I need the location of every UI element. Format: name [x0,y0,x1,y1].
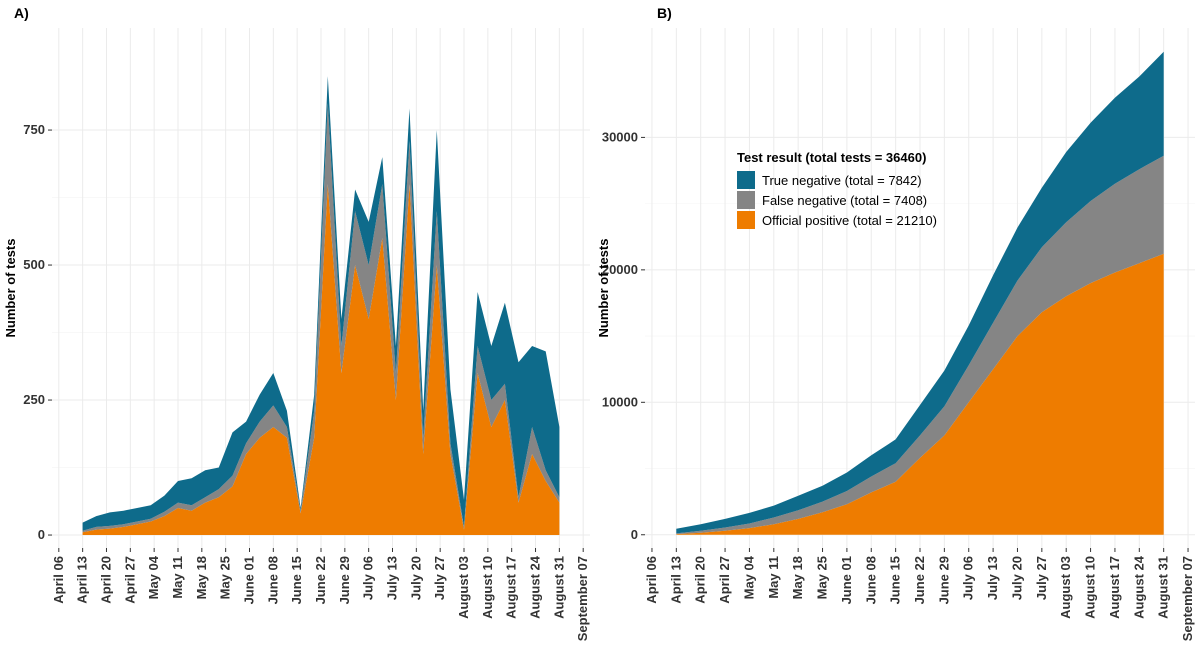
x-tick-label: April 27 [717,556,732,604]
y-tick-label: 30000 [602,129,638,144]
panel-title: B) [657,5,672,21]
area [676,155,1164,535]
x-tick-label: June 01 [241,556,256,604]
legend-swatch [737,171,755,189]
panel-title: A) [14,5,29,21]
x-tick-label: June 08 [863,556,878,604]
y-tick-label: 20000 [602,262,638,277]
x-tick-label: June 08 [265,556,280,604]
x-tick-label: August 17 [1107,556,1122,619]
x-tick-label: July 13 [985,556,1000,600]
x-tick-label: June 22 [313,556,328,604]
y-tick-label: 500 [23,257,45,272]
x-tick-label: July 13 [385,556,400,600]
x-tick-label: September 07 [575,556,590,641]
legend-swatch [737,191,755,209]
x-tick-label: June 15 [289,556,304,604]
legend-title: Test result (total tests = 36460) [737,150,926,165]
y-tick-label: 250 [23,392,45,407]
x-tick-label: August 31 [551,556,566,619]
x-tick-label: July 20 [1009,556,1024,600]
x-tick-label: May 18 [790,556,805,599]
x-tick-label: May 25 [815,556,830,599]
x-tick-label: July 27 [432,556,447,600]
x-tick-label: August 24 [528,555,543,619]
x-tick-label: June 22 [912,556,927,604]
x-tick-label: April 20 [98,556,113,604]
x-tick-label: July 06 [361,556,376,600]
area [676,51,1164,534]
x-tick-label: June 29 [936,556,951,604]
x-tick-label: August 03 [456,556,471,619]
x-tick-label: July 27 [1034,556,1049,600]
x-tick-label: August 24 [1131,555,1146,619]
x-tick-label: August 17 [504,556,519,619]
legend-entry: False negative (total = 7408) [762,193,927,208]
x-tick-label: July 20 [408,556,423,600]
x-tick-label: September 07 [1180,556,1195,641]
x-tick-label: April 06 [644,556,659,604]
area [676,253,1164,535]
x-tick-label: April 13 [668,556,683,604]
x-tick-label: May 25 [218,556,233,599]
y-axis-label: Number of tests [3,239,18,338]
x-tick-label: June 01 [839,556,854,604]
x-tick-label: April 27 [122,556,137,604]
x-tick-label: May 18 [194,556,209,599]
x-tick-label: April 20 [693,556,708,604]
x-tick-label: June 15 [888,556,903,604]
x-tick-label: August 10 [1083,556,1098,619]
legend-entry: Official positive (total = 21210) [762,213,937,228]
y-tick-label: 0 [631,527,638,542]
x-tick-label: May 04 [146,555,161,599]
x-tick-label: April 06 [51,556,66,604]
legend-entry: True negative (total = 7842) [762,173,922,188]
x-tick-label: May 11 [170,556,185,599]
y-tick-label: 750 [23,122,45,137]
x-tick-label: August 03 [1058,556,1073,619]
x-tick-label: July 06 [961,556,976,600]
x-tick-label: May 11 [766,556,781,599]
x-tick-label: August 10 [480,556,495,619]
x-tick-label: May 04 [741,555,756,599]
legend-swatch [737,211,755,229]
y-tick-label: 0 [38,527,45,542]
y-axis-label: Number of tests [596,239,611,338]
x-tick-label: April 13 [75,556,90,604]
area [82,184,560,535]
x-tick-label: June 29 [337,556,352,604]
x-tick-label: August 31 [1156,556,1171,619]
y-tick-label: 10000 [602,394,638,409]
